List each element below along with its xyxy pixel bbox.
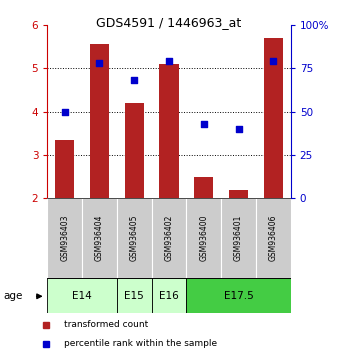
- Bar: [194, 177, 213, 198]
- Bar: [47, 198, 82, 278]
- Point: [166, 58, 172, 64]
- Bar: [117, 198, 152, 278]
- Text: transformed count: transformed count: [64, 320, 148, 329]
- Text: GSM936402: GSM936402: [165, 215, 173, 261]
- Text: E16: E16: [159, 291, 179, 301]
- Point: [236, 126, 241, 132]
- Bar: [152, 198, 186, 278]
- Bar: [221, 198, 256, 278]
- Text: percentile rank within the sample: percentile rank within the sample: [64, 339, 217, 348]
- Bar: [256, 198, 291, 278]
- Bar: [55, 140, 74, 198]
- Bar: [90, 44, 109, 198]
- Bar: [186, 198, 221, 278]
- Bar: [125, 103, 144, 198]
- Text: GSM936404: GSM936404: [95, 215, 104, 261]
- Bar: [160, 64, 178, 198]
- Point: [131, 78, 137, 83]
- Bar: [186, 278, 291, 313]
- Text: GSM936405: GSM936405: [130, 215, 139, 261]
- Text: age: age: [3, 291, 23, 301]
- Point: [201, 121, 207, 126]
- Bar: [82, 198, 117, 278]
- Text: E15: E15: [124, 291, 144, 301]
- Bar: [152, 278, 186, 313]
- Point: [62, 109, 67, 114]
- Bar: [47, 278, 117, 313]
- Text: E14: E14: [72, 291, 92, 301]
- Point: [97, 60, 102, 66]
- Text: GSM936401: GSM936401: [234, 215, 243, 261]
- Bar: [229, 190, 248, 198]
- Point: [271, 58, 276, 64]
- Text: GSM936406: GSM936406: [269, 215, 278, 261]
- Bar: [264, 38, 283, 198]
- Text: GSM936400: GSM936400: [199, 215, 208, 261]
- Text: GSM936403: GSM936403: [60, 215, 69, 261]
- Text: GDS4591 / 1446963_at: GDS4591 / 1446963_at: [96, 16, 242, 29]
- Bar: [117, 278, 152, 313]
- Text: E17.5: E17.5: [224, 291, 254, 301]
